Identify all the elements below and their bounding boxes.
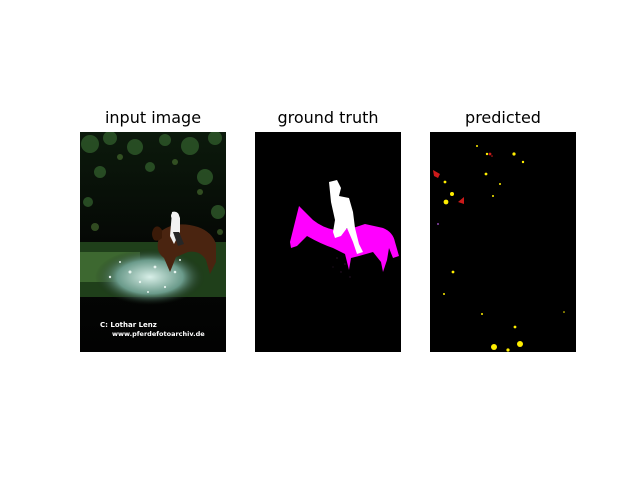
person-mask	[329, 180, 363, 254]
watermark-line1: C: Lothar Lenz	[100, 321, 157, 329]
panel-title-input: input image	[104, 108, 202, 127]
horse-mask	[290, 206, 399, 272]
ground-truth-mask	[255, 132, 401, 352]
panel-title-ground-truth: ground truth	[277, 108, 379, 127]
input-image: C: Lothar Lenz www.pferdefotoarchiv.de	[80, 132, 226, 352]
watermark-line2: www.pferdefotoarchiv.de	[112, 330, 205, 338]
panel-title-predicted: predicted	[465, 108, 541, 127]
predicted-mask	[430, 132, 576, 352]
